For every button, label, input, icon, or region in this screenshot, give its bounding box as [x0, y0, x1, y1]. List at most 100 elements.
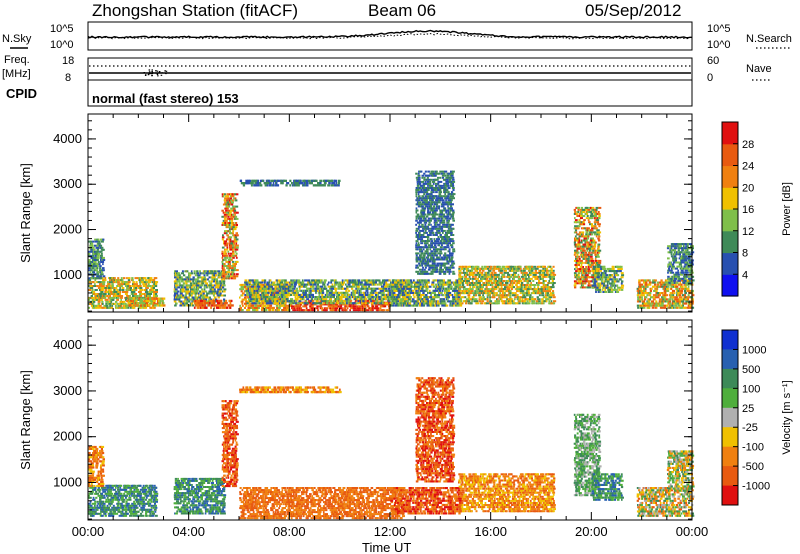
power-cell	[435, 279, 438, 282]
power-cell	[228, 260, 231, 263]
power-cell	[464, 296, 467, 299]
power-cell	[207, 270, 209, 273]
power-cell	[447, 197, 451, 200]
power-cell	[265, 302, 268, 305]
power-cell	[280, 304, 284, 307]
power-cell	[415, 289, 418, 292]
power-cell	[190, 284, 193, 287]
power-cell	[438, 199, 442, 202]
power-cell	[307, 293, 309, 296]
power-cell	[292, 302, 295, 305]
power-cell	[388, 279, 391, 282]
power-cell	[269, 287, 273, 290]
power-cell	[260, 281, 264, 284]
power-cell	[228, 213, 232, 216]
power-cell	[435, 242, 439, 245]
power-cell	[441, 174, 445, 177]
power-cell	[460, 300, 463, 303]
power-cell	[359, 289, 362, 292]
power-cell	[223, 304, 226, 307]
power-cell	[382, 285, 386, 288]
power-cell	[108, 285, 112, 287]
power-cell	[94, 293, 98, 295]
power-cell	[346, 296, 349, 299]
power-cell	[266, 298, 269, 301]
power-cell	[416, 197, 419, 200]
power-cell	[261, 309, 263, 312]
power-cell	[186, 304, 189, 307]
power-cell	[120, 302, 123, 305]
power-cell	[413, 281, 416, 284]
power-cell	[370, 289, 374, 292]
power-cell	[452, 219, 455, 222]
power-cell	[226, 232, 228, 235]
power-cell	[248, 291, 252, 294]
power-cell	[326, 302, 329, 305]
power-cell	[189, 274, 192, 277]
power-cell	[344, 296, 346, 299]
power-cell	[347, 305, 351, 308]
power-cell	[298, 307, 302, 310]
power-cell	[426, 260, 429, 263]
power-cell	[409, 281, 412, 284]
power-cell	[358, 287, 360, 290]
power-cell	[358, 283, 361, 286]
power-cell	[436, 201, 439, 204]
power-cell	[270, 302, 273, 305]
power-cell	[450, 244, 454, 247]
power-cell	[336, 302, 340, 305]
power-cell	[341, 296, 344, 299]
power-cell	[474, 277, 477, 280]
power-cell	[101, 246, 104, 249]
power-cell	[100, 254, 103, 257]
power-cell	[478, 298, 482, 301]
power-cell	[227, 304, 230, 307]
power-cell	[268, 296, 272, 299]
power-cell	[192, 284, 195, 287]
power-cell	[273, 302, 277, 305]
power-cell	[428, 213, 431, 216]
power-cell	[123, 283, 127, 286]
power-cell	[445, 195, 449, 198]
power-cell	[330, 293, 333, 296]
power-cell	[432, 172, 435, 175]
power-cell	[97, 300, 101, 303]
power-cell	[461, 277, 464, 280]
power-cell	[425, 231, 428, 234]
power-cell	[465, 273, 468, 276]
power-cell	[440, 211, 444, 214]
power-cell	[90, 277, 94, 280]
power-cell	[289, 287, 292, 290]
power-cell	[392, 304, 395, 307]
power-cell	[224, 244, 227, 247]
power-cell	[439, 246, 443, 249]
power-cell	[133, 291, 136, 293]
power-cell	[434, 262, 436, 265]
power-cell	[113, 277, 116, 280]
power-cell	[260, 285, 263, 288]
power-cell	[337, 287, 341, 290]
power-cell	[446, 244, 449, 247]
power-cell	[257, 306, 260, 309]
power-cell	[291, 307, 294, 310]
power-cell	[487, 282, 491, 284]
power-cell	[458, 284, 462, 286]
power-cell	[341, 279, 344, 282]
power-cell	[363, 279, 367, 282]
power-cell	[284, 298, 287, 301]
power-cell	[248, 279, 251, 282]
power-cell	[221, 209, 224, 212]
power-cell	[424, 229, 427, 232]
power-cell	[418, 176, 421, 179]
power-cell	[149, 295, 151, 297]
power-cell	[439, 191, 442, 194]
power-cell	[92, 281, 95, 284]
power-cell	[402, 287, 406, 290]
power-cell	[132, 297, 135, 300]
power-cell	[441, 281, 445, 284]
power-cell	[231, 269, 233, 272]
power-cell	[357, 291, 360, 294]
power-cell	[423, 298, 427, 301]
power-cell	[319, 302, 322, 305]
power-cell	[109, 302, 112, 305]
